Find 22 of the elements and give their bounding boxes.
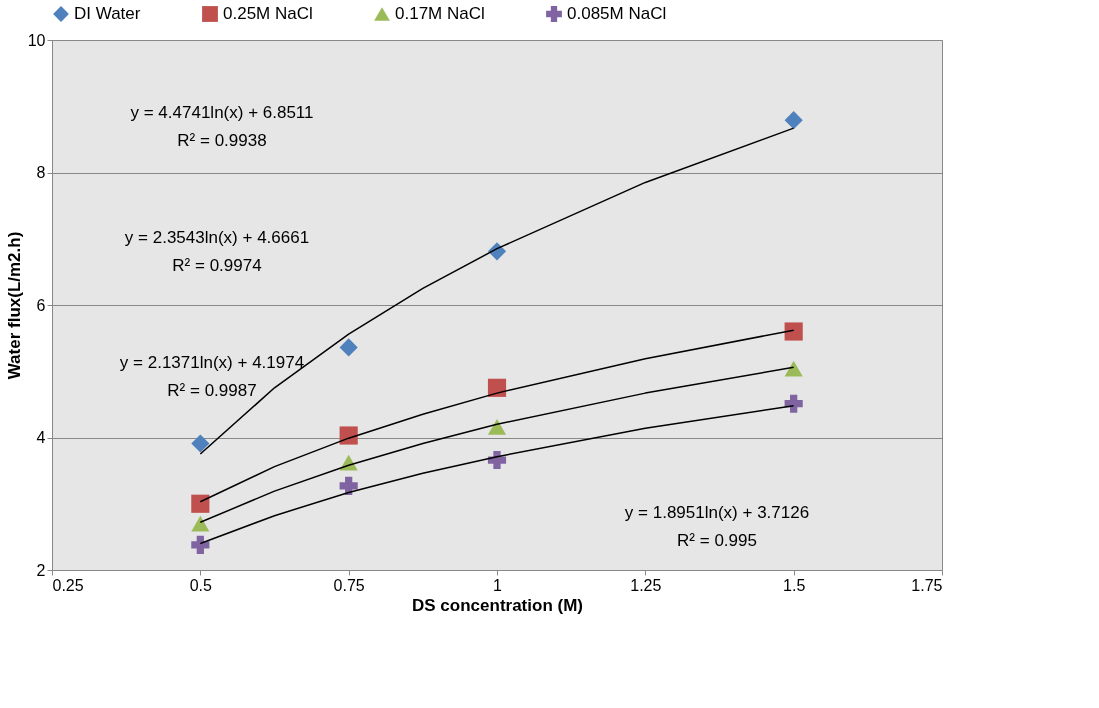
legend-label: DI Water — [74, 4, 141, 23]
x-axis-title: DS concentration (M) — [412, 595, 583, 615]
x-tick-label: 1 — [493, 576, 503, 594]
annotation: y = 1.8951ln(x) + 3.7126 R² = 0.995 — [624, 503, 810, 550]
legend-label: 0.17M NaCl — [395, 4, 485, 23]
annotation: y = 2.1371ln(x) + 4.1974 R² = 0.9987 — [119, 353, 305, 400]
annotation: y = 2.3543ln(x) + 4.6661 R² = 0.9974 — [124, 228, 310, 275]
legend-label: 0.085M NaCl — [567, 4, 667, 23]
legend-label: 0.25M NaCl — [223, 4, 313, 23]
x-tick-label: 1.25 — [630, 576, 662, 594]
x-tick-label: 1.75 — [911, 576, 943, 594]
x-tick-label: 0.5 — [189, 576, 213, 594]
x-tick-label: 1.5 — [783, 576, 806, 594]
x-tick-label: 0.75 — [333, 576, 365, 594]
y-tick-label: 2 — [36, 561, 46, 579]
y-tick-label: 6 — [36, 296, 46, 314]
y-tick-label: 10 — [27, 31, 46, 49]
x-tick-label: 0.25 — [52, 576, 84, 594]
y-axis-title: Water flux(L/m2.h) — [4, 231, 24, 380]
y-tick-label: 8 — [36, 164, 46, 181]
annotation: y = 4.4741ln(x) + 6.8511 R² = 0.9938 — [130, 103, 314, 150]
y-tick-label: 4 — [36, 429, 46, 446]
